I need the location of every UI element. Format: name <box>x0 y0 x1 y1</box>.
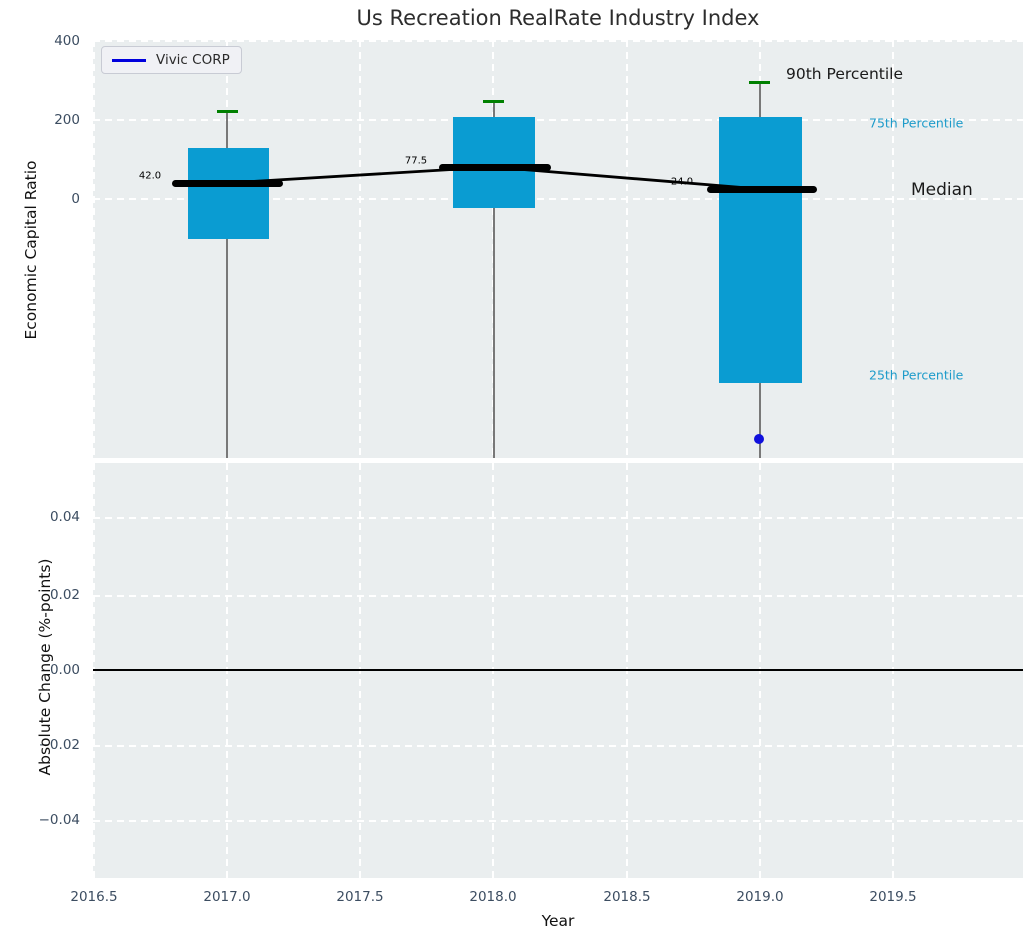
xtick-2017-5: 2017.5 <box>336 889 384 905</box>
gridline-v-2016-5 <box>93 40 95 458</box>
bottom-y-axis-label: Absolute Change (%-points) <box>36 558 54 776</box>
cap-90th-2019 <box>749 81 770 84</box>
gridline-v-2018-5 <box>626 40 628 458</box>
gridline-h-neg-0-04 <box>93 820 1023 822</box>
xtick-2019-5: 2019.5 <box>869 889 917 905</box>
zero-reference-line <box>93 669 1023 671</box>
label-median: Median <box>911 180 973 200</box>
xtick-2018-5: 2018.5 <box>603 889 651 905</box>
legend-line-swatch <box>112 58 146 62</box>
box-2019 <box>719 117 802 383</box>
label-25th-percentile: 25th Percentile <box>869 367 964 383</box>
ytick-neg-0-02: −0.02 <box>38 737 80 753</box>
box-2017 <box>188 148 269 239</box>
vivic-corp-marker <box>754 434 764 444</box>
label-75th-percentile: 75th Percentile <box>869 115 964 131</box>
top-y-axis-label: Economic Capital Ratio <box>22 160 40 340</box>
median-annotation-2019: 24.0 <box>670 176 694 188</box>
xtick-2017-0: 2017.0 <box>203 889 251 905</box>
gridline-v-2019-5 <box>892 40 894 458</box>
bottom-axes <box>93 463 1023 878</box>
cap-90th-2018 <box>483 100 504 103</box>
median-annotation-2017: 42.0 <box>138 170 162 182</box>
ytick-0-00: 0.00 <box>49 662 80 678</box>
median-annotation-2018: 77.5 <box>404 155 428 167</box>
gridline-h-0-04 <box>93 517 1023 519</box>
whisker-2018 <box>493 101 495 458</box>
xtick-2018-0: 2018.0 <box>469 889 517 905</box>
whisker-2017 <box>226 111 228 458</box>
gridline-v-2017-5 <box>359 40 361 458</box>
xtick-2019-0: 2019.0 <box>736 889 784 905</box>
ytick-0-02: 0.02 <box>49 587 80 603</box>
cap-90th-2017 <box>217 110 238 113</box>
ytick-400: 400 <box>54 33 80 49</box>
x-axis-label: Year <box>541 912 575 930</box>
legend: Vivic CORP <box>101 46 242 74</box>
legend-label: Vivic CORP <box>156 52 230 68</box>
gridline-h-0 <box>93 198 1023 200</box>
gridline-h-400 <box>93 40 1023 42</box>
xtick-2016-5: 2016.5 <box>70 889 118 905</box>
median-segment-2018 <box>439 163 551 171</box>
median-segment-2017 <box>172 179 283 187</box>
top-axes: 42.0 77.5 24.0 90th Percentile 75th Perc… <box>93 40 1023 458</box>
label-90th-percentile: 90th Percentile <box>786 65 904 83</box>
ytick-neg-0-04: −0.04 <box>38 812 80 828</box>
chart-title: Us Recreation RealRate Industry Index <box>356 6 760 30</box>
ytick-200: 200 <box>54 112 80 128</box>
median-trend-line <box>226 165 761 191</box>
ytick-0-04: 0.04 <box>49 509 80 525</box>
gridline-h-200 <box>93 119 1023 121</box>
gridline-h-0-02 <box>93 595 1023 597</box>
box-2018 <box>453 117 535 208</box>
median-segment-2019 <box>707 185 817 193</box>
gridline-h-neg-0-02 <box>93 745 1023 747</box>
ytick-0: 0 <box>71 191 80 207</box>
